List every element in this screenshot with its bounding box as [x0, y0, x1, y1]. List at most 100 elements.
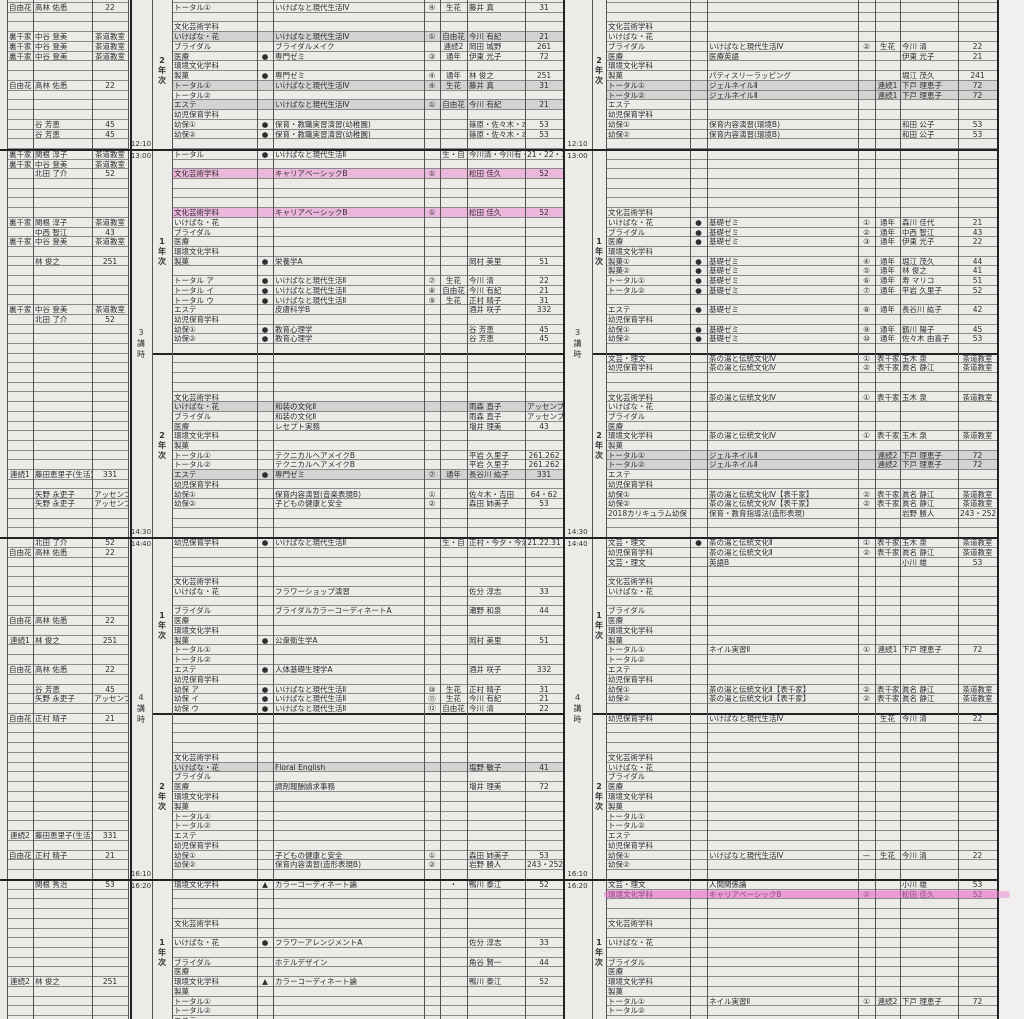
room-cell: 53	[972, 129, 983, 139]
table-row: 環境文化学科 ▲ カラーコーディネート論 ・ 鴨川 泰江 52	[172, 880, 563, 890]
table-row	[7, 899, 128, 910]
subject-cell: 公衆衛生学A	[275, 635, 318, 645]
table-row	[606, 3, 997, 13]
department-cell: 文化芸術学科	[608, 752, 653, 762]
table-row: 幼保① ● 保育・教職実習演習(幼稚園) 篠原・佐々木・本谷 53	[172, 120, 563, 130]
room-cell: 22	[972, 850, 983, 860]
table-row: いけばな・花	[606, 938, 997, 949]
room-cell: 茶道教室	[962, 547, 993, 557]
teacher-cell: 玉木 泉	[902, 431, 927, 440]
subject-cell: 子どもの健康と安全	[275, 499, 343, 508]
teacher-cell: 岡村 美里	[469, 256, 502, 266]
department-cell: 文芸・理文	[608, 353, 646, 363]
period-divider	[592, 352, 997, 355]
subject-cell: 保育内容演習(環境B)	[709, 129, 780, 139]
table-row: トータル① いけばなと現代生活Ⅳ ④ 生花 藤井 真 31	[172, 80, 563, 91]
department-cell: 文芸・理文	[608, 557, 646, 567]
room-cell: 52	[539, 880, 549, 889]
table-row	[172, 189, 563, 199]
subject-cell: パティスリーラッピング	[709, 71, 792, 80]
table-row	[172, 909, 563, 919]
department-cell: 文化芸術学科	[608, 22, 653, 31]
table-row	[172, 743, 563, 753]
table-row: 製菓 ● 専門ゼミ ④ 通年林 俊之 251	[172, 71, 563, 81]
table-row: 製菓	[606, 636, 997, 646]
mark-cell: ●	[695, 266, 702, 276]
column-divider	[606, 0, 607, 1019]
table-row: 環境文化学科 キャリアベーシックB ② 松田 佳久 52	[606, 889, 997, 900]
type-cell: 生花	[446, 684, 461, 694]
table-row: 幼保① 保育内容演習(環境B) 和田 公子 53	[606, 120, 997, 130]
table-row: 自由花 正村 晴子 21	[7, 714, 128, 724]
teacher-cell: 眞名 静江	[902, 694, 935, 704]
department-cell: エステ	[172, 1016, 257, 1019]
department-cell: 製菓①	[608, 256, 630, 266]
table-row	[7, 110, 128, 120]
room-cell: 331	[102, 831, 118, 840]
table-row	[7, 460, 128, 471]
table-row	[606, 13, 997, 23]
subject-cell: フラワーアレンジメントA	[275, 938, 363, 948]
table-row	[7, 13, 128, 23]
subject-cell: 人体基礎生理学A	[275, 665, 333, 674]
table-row: トータル ウ ● いけばなと現代生活Ⅱ ⑨ 生花 正村 晴子 31	[172, 296, 563, 306]
group-no-cell: ①	[863, 392, 870, 402]
table-row	[606, 139, 997, 149]
department-cell: トータル①	[608, 996, 645, 1006]
table-row: 裏千家 関根 淳子 茶道教室	[7, 218, 128, 228]
room-cell: 31	[539, 2, 549, 12]
teacher-cell: 和田 公子	[902, 119, 935, 129]
table-row	[7, 344, 128, 354]
department-cell: 医療	[608, 421, 623, 431]
table-row	[7, 61, 128, 71]
table-row: 裏千家 中谷 登美 茶道教室	[7, 160, 128, 170]
room-cell: 31	[539, 684, 549, 694]
room-cell: 22	[105, 80, 115, 90]
room-cell: 45	[105, 129, 115, 139]
room-cell: 45	[539, 334, 549, 343]
table-row: 環境文化学科	[172, 61, 563, 71]
table-row	[7, 189, 128, 199]
department-cell: ブライダル	[174, 606, 212, 616]
department-cell: いけばな・花	[608, 217, 653, 227]
table-row: 2018カリキュラム幼保 保育・教育指導法(造形表現) 岩野 勝人 243・252	[606, 509, 997, 519]
year-label: 1年次	[158, 610, 166, 640]
teacher-cell: 平岩 久里子	[469, 460, 509, 470]
period-label: 3講時	[137, 328, 145, 359]
department-cell: エステ	[608, 665, 631, 674]
department-cell: トータル①	[174, 80, 211, 90]
room-cell: 茶道教室	[962, 489, 993, 499]
column-divider	[424, 0, 425, 1019]
teacher-cell: 篠原・佐々木・本谷	[469, 119, 525, 129]
room-cell: 21	[539, 32, 549, 41]
subject-cell: ネイル実習Ⅱ	[709, 645, 751, 655]
subject-cell: 基礎ゼミ	[709, 324, 739, 334]
room-cell: 52	[539, 977, 549, 986]
subject-cell: ブライダルメイク	[275, 41, 335, 51]
group-no-cell: ⑧	[863, 305, 870, 314]
type-cell: 連続1	[877, 90, 898, 100]
teacher-cell: 下戸 理恵子	[902, 80, 942, 90]
table-row: 幼保① ● 基礎ゼミ ⑨ 通年 鶴川 陽子 45	[606, 325, 997, 335]
department-cell: 製菓	[174, 635, 189, 645]
table-row	[7, 286, 128, 296]
department-cell: 幼保①	[608, 684, 630, 694]
table-row: 文化芸術学科 茶の湯と伝統文化Ⅳ ① 表千家 玉木 泉 茶道教室	[606, 393, 997, 403]
department-cell: 環境文化学科	[174, 61, 219, 70]
start-time-label: 13:00	[130, 152, 152, 160]
table-row	[172, 199, 563, 209]
table-row: 環境文化学科 茶の湯と伝統文化Ⅳ ① 表千家 玉木 泉 茶道教室	[606, 431, 997, 441]
table-row	[606, 743, 997, 753]
table-row: 自由花 高林 佑悉 22	[7, 548, 128, 558]
teacher-cell: 北田 了介	[35, 538, 68, 547]
room-cell: 茶道教室	[962, 431, 993, 440]
room-cell: 22	[105, 547, 115, 557]
teacher-cell: 長谷川 紘子	[902, 305, 942, 314]
type-cell: 自由花	[9, 80, 32, 90]
department-cell: エステ	[174, 831, 197, 840]
table-row	[7, 724, 128, 734]
column-divider	[525, 0, 526, 1019]
group-no-cell: ②	[863, 489, 870, 499]
room-cell: 22	[972, 41, 983, 51]
department-cell: 医療	[174, 51, 189, 61]
